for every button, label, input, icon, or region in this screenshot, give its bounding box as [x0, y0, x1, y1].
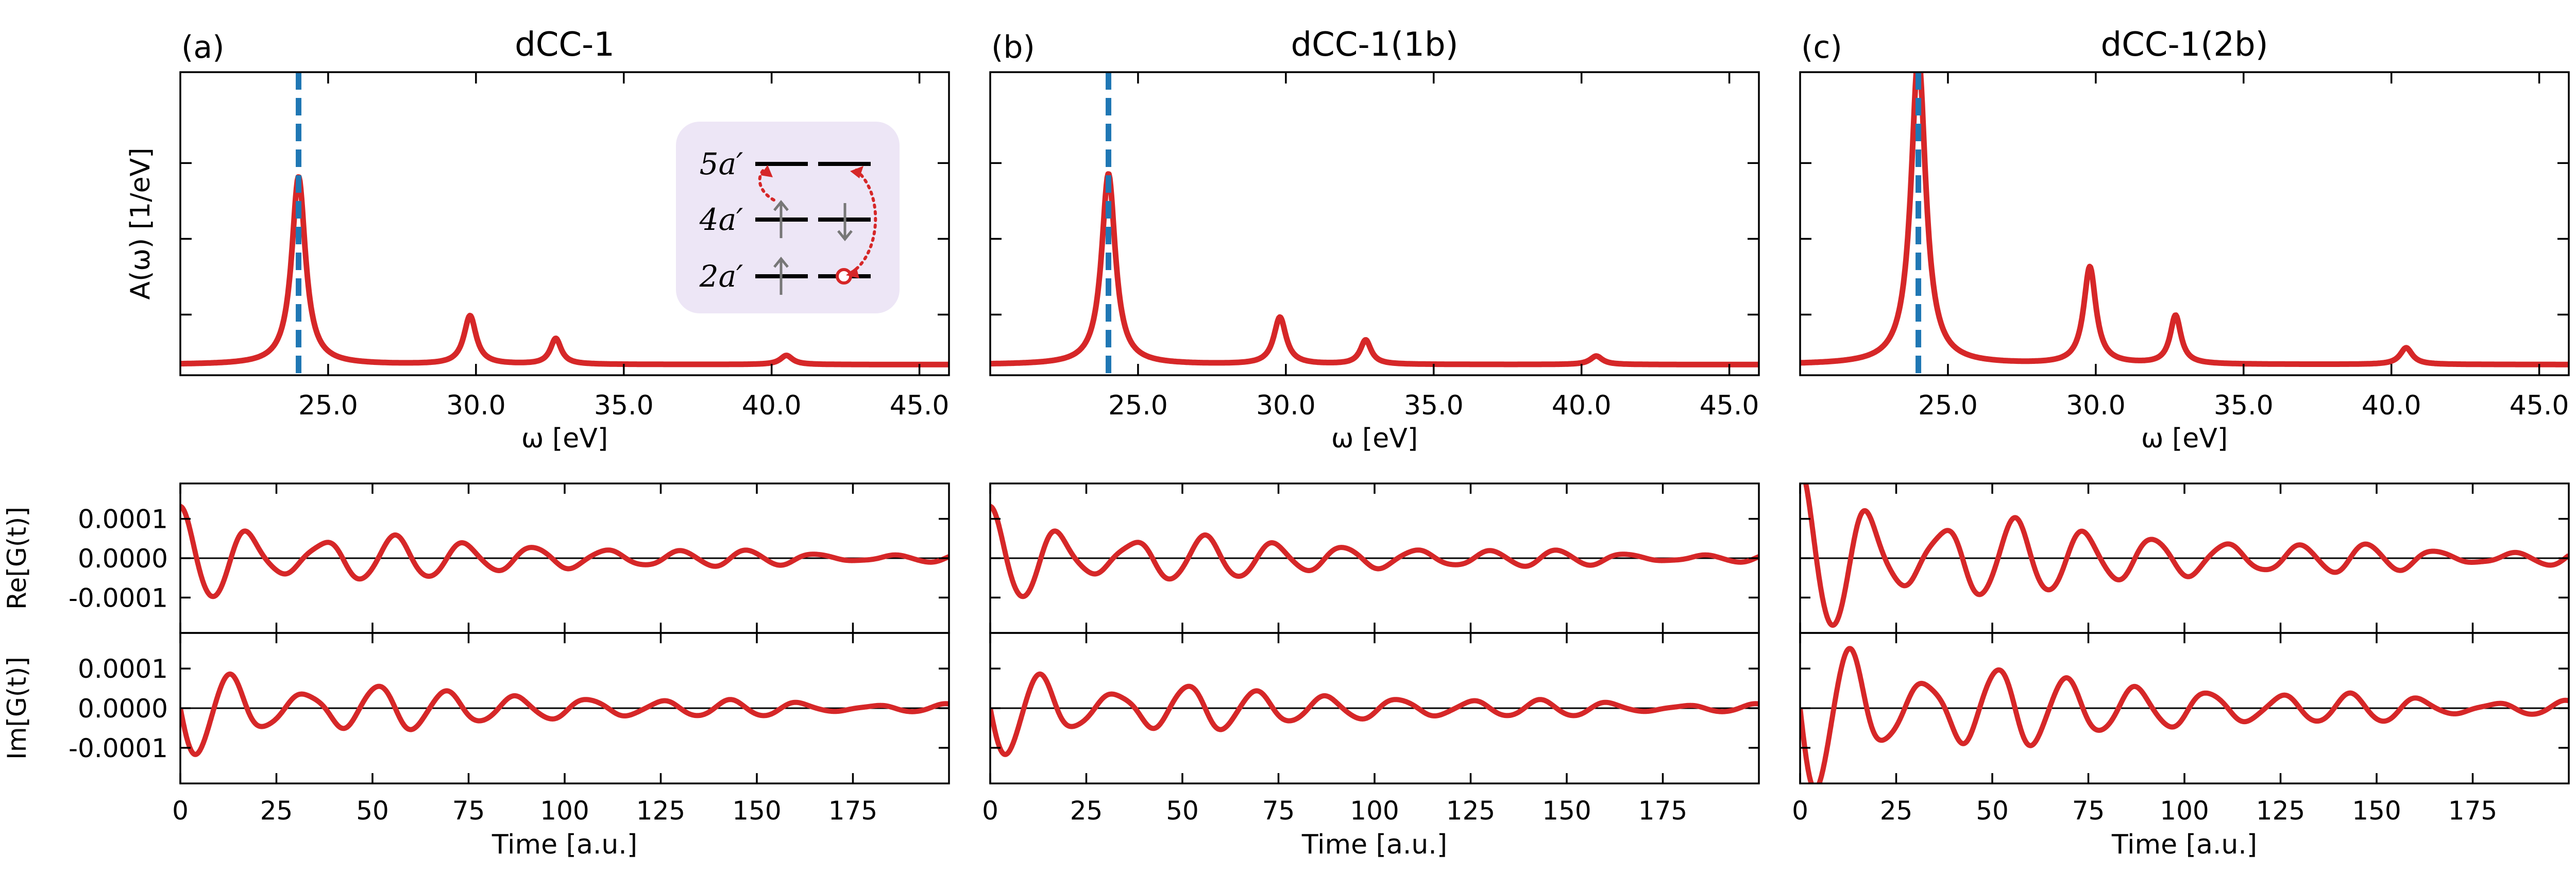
x-tick-label: 0 [172, 796, 189, 826]
panel-title: dCC-1(2b) [2100, 26, 2268, 64]
excitation-arrow-right-head-bottom [846, 267, 859, 278]
x-tick-label: 50 [1166, 796, 1199, 826]
panel-b: (b) dCC-1(1b) 25.0 30.0 35.0 40.0 45.0 ω [eV] 0 2… [982, 26, 1760, 860]
x-tick-label: 50 [356, 796, 389, 826]
x-tick-label: 35.0 [594, 390, 654, 421]
x-tick-label: 0 [1792, 796, 1808, 826]
re_g-series-line [990, 504, 1759, 599]
x-tick-label: 45.0 [890, 390, 950, 421]
x-tick-label: 35.0 [2214, 390, 2274, 421]
panel-label: (b) [991, 29, 1035, 65]
x-tick-label: 175 [1638, 796, 1687, 826]
panel-title: dCC-1(1b) [1291, 26, 1458, 64]
energy-level-inset: 5a′ 4a′ 2a′ [676, 122, 900, 313]
panel-a: (a) dCC-1 25.0 30.0 35.0 40.0 45.0 ω [eV] A(ω) [… [2, 26, 950, 860]
spin-up-4a-head [773, 200, 789, 211]
x-axis-label: Time [a.u.] [492, 829, 637, 860]
re_g-series-line [1803, 483, 2569, 628]
x-tick-label: 150 [732, 796, 781, 826]
y-tick-label: 0.0000 [78, 694, 168, 724]
x-tick-label: 25.0 [1918, 390, 1978, 421]
spectrum-axes-frame [989, 71, 1760, 376]
x-axis-label: ω [eV] [521, 423, 608, 454]
x-tick-label: 75 [1262, 796, 1295, 826]
panel-c: (c) dCC-1(2b) 25.0 30.0 35.0 40.0 45.0 ω [eV] 0 2… [1792, 26, 2570, 860]
panel-title: dCC-1 [515, 26, 615, 64]
x-axis-label: Time [a.u.] [2111, 829, 2257, 860]
x-tick-label: 150 [1542, 796, 1591, 826]
x-tick-label: 30.0 [1256, 390, 1316, 421]
panel-label: (a) [181, 29, 225, 65]
x-tick-label: 125 [2256, 796, 2305, 826]
x-tick-label: 40.0 [742, 390, 802, 421]
x-tick-label: 30.0 [2066, 390, 2126, 421]
x-tick-label: 45.0 [1700, 390, 1759, 421]
excitation-arrow-left [758, 166, 775, 202]
re_g-y-axis-label: Re[G(t)] [2, 507, 32, 610]
hole-circle [836, 268, 852, 285]
x-tick-label: 25 [260, 796, 293, 826]
level-label-2: 2a′ [699, 259, 743, 294]
x-tick-label: 125 [636, 796, 685, 826]
spectrum-series-line [990, 171, 1759, 367]
im_g-series-line [180, 671, 949, 757]
x-tick-label: 40.0 [2362, 390, 2421, 421]
x-tick-label: 30.0 [446, 390, 506, 421]
spectrum-series-line [180, 174, 949, 367]
spin-down-4a-head [837, 230, 853, 241]
excitation-arrow-left-head [760, 165, 773, 177]
excitation-arrow-right [849, 169, 877, 275]
x-tick-label: 25 [1880, 796, 1913, 826]
y-tick-label: 0.0000 [78, 544, 168, 574]
x-tick-label: 40.0 [1552, 390, 1612, 421]
x-tick-label: 125 [1446, 796, 1495, 826]
x-tick-label: 75 [452, 796, 485, 826]
y-tick-label: 0.0001 [78, 505, 168, 534]
x-tick-label: 35.0 [1404, 390, 1464, 421]
y-tick-label: -0.0001 [69, 583, 168, 613]
x-axis-label: Time [a.u.] [1301, 829, 1447, 860]
x-tick-label: 175 [2448, 796, 2497, 826]
x-tick-label: 25.0 [1108, 390, 1168, 421]
panel-label: (c) [1801, 29, 1842, 65]
x-tick-label: 100 [2160, 796, 2209, 826]
y-tick-label: -0.0001 [69, 733, 168, 763]
y-axis-label: A(ω) [1/eV] [125, 148, 156, 300]
x-axis-label: ω [eV] [1331, 423, 1418, 454]
x-axis-label: ω [eV] [2141, 423, 2228, 454]
level-label-1: 4a′ [699, 202, 743, 237]
re_g-series-line [180, 504, 949, 599]
x-tick-label: 25 [1070, 796, 1103, 826]
x-tick-label: 25.0 [298, 390, 358, 421]
im_g-y-axis-label: Im[G(t)] [2, 657, 32, 760]
im_g-series-line [1800, 646, 2569, 783]
x-tick-label: 175 [828, 796, 877, 826]
x-tick-label: 75 [2072, 796, 2105, 826]
spectrum-axes-frame [179, 71, 950, 376]
spectrum-axes-frame [1799, 71, 2570, 376]
x-tick-label: 45.0 [2510, 390, 2569, 421]
spectrum-series-line [1800, 72, 2569, 367]
x-tick-label: 0 [982, 796, 998, 826]
x-tick-label: 50 [1976, 796, 2009, 826]
im_g-series-line [990, 671, 1759, 757]
x-tick-label: 150 [2352, 796, 2401, 826]
excitation-arrow-right-head-top [850, 166, 863, 178]
spin-up-2a-head [773, 257, 789, 268]
y-tick-label: 0.0001 [78, 654, 168, 684]
x-tick-label: 100 [540, 796, 589, 826]
x-tick-label: 100 [1350, 796, 1399, 826]
level-label-0: 5a′ [700, 146, 743, 181]
